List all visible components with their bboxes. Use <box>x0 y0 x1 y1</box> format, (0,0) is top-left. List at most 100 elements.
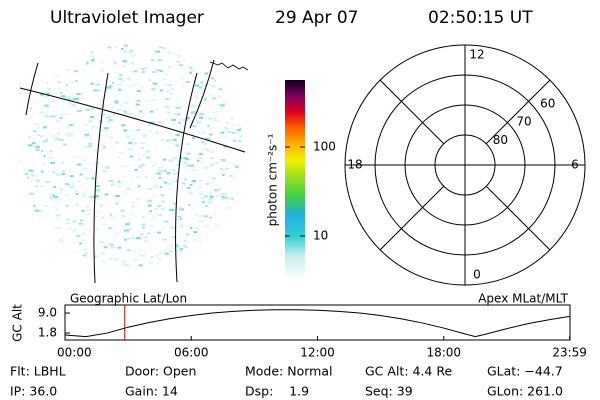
pixel <box>148 79 152 82</box>
pixel <box>115 194 120 197</box>
pixel <box>20 249 23 252</box>
pixel <box>224 253 228 256</box>
pixel <box>236 51 240 54</box>
status-field: GLat: −44.7 <box>487 364 563 379</box>
pixel <box>30 101 35 104</box>
pixel <box>221 198 227 201</box>
pixel <box>46 138 49 141</box>
pixel <box>50 115 53 118</box>
pixel <box>175 245 179 248</box>
pixel <box>96 211 101 214</box>
pixel <box>65 88 69 91</box>
pixel <box>25 51 30 54</box>
pixel <box>154 208 158 211</box>
pixel <box>123 110 127 113</box>
pixel <box>48 150 53 153</box>
pixel <box>137 185 141 188</box>
pixel <box>172 169 176 172</box>
pixel <box>116 83 122 86</box>
pixel <box>205 79 208 82</box>
pixel <box>220 159 226 162</box>
pixel <box>55 173 60 176</box>
pixel <box>217 54 221 57</box>
pixel <box>110 215 114 218</box>
pixel <box>71 104 76 107</box>
pixel <box>178 194 181 197</box>
pixel <box>65 132 70 135</box>
pixel <box>67 227 72 230</box>
pixel <box>131 55 134 58</box>
pixel <box>44 52 47 55</box>
pixel <box>229 43 232 46</box>
pixel <box>204 195 208 198</box>
pixel <box>81 209 85 212</box>
pixel <box>67 98 72 101</box>
pixel <box>103 246 108 249</box>
x-tick-label: 00:00 <box>57 346 92 360</box>
pixel <box>38 209 42 212</box>
pixel <box>186 233 190 236</box>
pixel <box>178 215 182 218</box>
pixel <box>145 236 148 239</box>
pixel <box>159 46 165 49</box>
pixel <box>236 222 241 225</box>
pixel <box>195 228 200 231</box>
pixel <box>187 54 190 57</box>
pixel <box>232 164 238 167</box>
pixel <box>35 148 41 151</box>
pixel <box>110 246 115 249</box>
pixel <box>201 141 204 144</box>
pixel <box>50 161 55 164</box>
pixel <box>95 228 98 231</box>
pixel <box>93 161 99 164</box>
pixel <box>61 235 64 238</box>
pixel <box>117 185 121 188</box>
pixel <box>184 73 189 76</box>
pixel <box>198 116 204 119</box>
pixel <box>24 172 28 175</box>
pixel <box>230 262 235 265</box>
pixel <box>194 84 200 87</box>
pixel <box>201 131 206 134</box>
pixel <box>103 113 107 116</box>
pixel <box>115 141 120 144</box>
pixel <box>243 215 244 218</box>
pixel <box>115 232 120 235</box>
pixel <box>140 147 145 150</box>
pixel <box>35 185 39 188</box>
pixel <box>157 121 162 124</box>
pixel <box>126 135 130 138</box>
pixel <box>151 99 157 102</box>
pixel <box>228 47 234 50</box>
pixel <box>138 264 143 267</box>
pixel <box>59 49 63 52</box>
colorbar-tick-label: 10 <box>313 228 328 242</box>
pixel <box>115 202 119 205</box>
pixel <box>162 226 165 229</box>
status-field: Flt: LBHL <box>10 364 66 379</box>
pixel <box>182 59 186 62</box>
pixel <box>37 127 40 130</box>
hour-label: 0 <box>473 268 481 282</box>
pixel <box>32 131 35 134</box>
pixel <box>48 248 53 251</box>
pixel <box>150 59 154 62</box>
pixel <box>124 112 129 115</box>
pixel <box>51 100 56 103</box>
pixel <box>31 215 36 218</box>
pixel <box>238 140 242 143</box>
pixel <box>110 228 116 231</box>
pixel <box>44 77 48 80</box>
pixel <box>211 77 217 80</box>
pixel <box>140 164 145 167</box>
pixel <box>44 104 49 107</box>
pixel <box>117 88 122 91</box>
pixel <box>179 249 182 252</box>
pixel <box>171 118 177 121</box>
pixel <box>200 81 203 84</box>
pixel <box>43 262 48 265</box>
pixel <box>136 90 141 93</box>
pixel <box>211 111 216 114</box>
pixel <box>183 246 189 249</box>
pixel <box>175 218 179 221</box>
